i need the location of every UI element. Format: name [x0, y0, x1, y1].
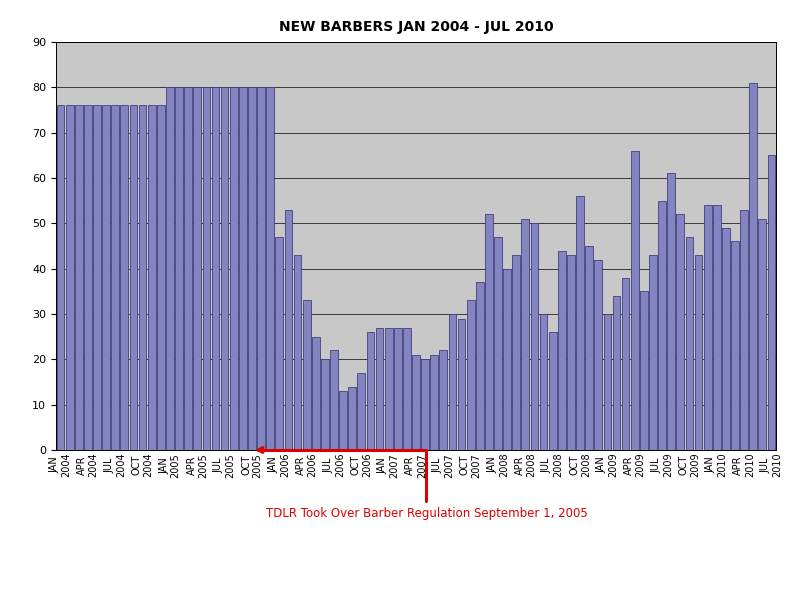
Bar — [266, 88, 274, 450]
Bar — [522, 219, 530, 450]
Bar — [175, 88, 183, 450]
Bar — [93, 106, 101, 450]
Bar — [57, 106, 65, 450]
Bar — [594, 260, 602, 450]
Bar — [348, 386, 356, 450]
Bar — [694, 255, 702, 450]
Bar — [677, 214, 684, 450]
Bar — [302, 301, 310, 450]
Bar — [285, 210, 292, 450]
Bar — [449, 314, 456, 450]
Bar — [130, 106, 138, 450]
Bar — [157, 106, 165, 450]
Bar — [503, 269, 511, 450]
Bar — [394, 328, 402, 450]
Bar — [330, 350, 338, 450]
Bar — [202, 88, 210, 450]
Bar — [312, 337, 320, 450]
Bar — [84, 106, 92, 450]
Bar — [750, 83, 757, 450]
Bar — [476, 282, 484, 450]
Bar — [439, 350, 447, 450]
Bar — [166, 88, 174, 450]
Bar — [631, 151, 638, 450]
Bar — [121, 106, 128, 450]
Bar — [221, 88, 229, 450]
Title: NEW BARBERS JAN 2004 - JUL 2010: NEW BARBERS JAN 2004 - JUL 2010 — [278, 20, 554, 34]
Bar — [767, 155, 775, 450]
Bar — [376, 328, 383, 450]
Bar — [658, 200, 666, 450]
Bar — [138, 106, 146, 450]
Bar — [613, 296, 620, 450]
Bar — [740, 210, 748, 450]
Bar — [485, 214, 493, 450]
Bar — [366, 332, 374, 450]
Bar — [649, 255, 657, 450]
Bar — [184, 88, 192, 450]
Bar — [239, 88, 246, 450]
Bar — [385, 328, 393, 450]
Bar — [194, 88, 201, 450]
Bar — [230, 88, 238, 450]
Bar — [321, 359, 329, 450]
Bar — [422, 359, 429, 450]
Bar — [640, 292, 648, 450]
Bar — [586, 246, 593, 450]
Bar — [358, 373, 365, 450]
Bar — [148, 106, 155, 450]
Bar — [667, 173, 675, 450]
Bar — [530, 223, 538, 450]
Bar — [75, 106, 82, 450]
Bar — [713, 205, 721, 450]
Bar — [622, 278, 630, 450]
Bar — [339, 391, 347, 450]
Bar — [111, 106, 119, 450]
Text: TDLR Took Over Barber Regulation September 1, 2005: TDLR Took Over Barber Regulation Septemb… — [258, 448, 587, 520]
Bar — [558, 251, 566, 450]
Bar — [758, 219, 766, 450]
Bar — [403, 328, 410, 450]
Bar — [722, 228, 730, 450]
Bar — [731, 241, 739, 450]
Bar — [212, 88, 219, 450]
Bar — [494, 237, 502, 450]
Bar — [512, 255, 520, 450]
Bar — [467, 301, 474, 450]
Bar — [430, 355, 438, 450]
Bar — [257, 88, 265, 450]
Bar — [412, 355, 420, 450]
Bar — [603, 314, 611, 450]
Bar — [704, 205, 711, 450]
Bar — [248, 88, 256, 450]
Bar — [294, 255, 302, 450]
Bar — [102, 106, 110, 450]
Bar — [66, 106, 74, 450]
Bar — [275, 237, 283, 450]
Bar — [549, 332, 557, 450]
Bar — [458, 319, 466, 450]
Bar — [576, 196, 584, 450]
Bar — [540, 314, 547, 450]
Bar — [686, 237, 694, 450]
Bar — [567, 255, 575, 450]
